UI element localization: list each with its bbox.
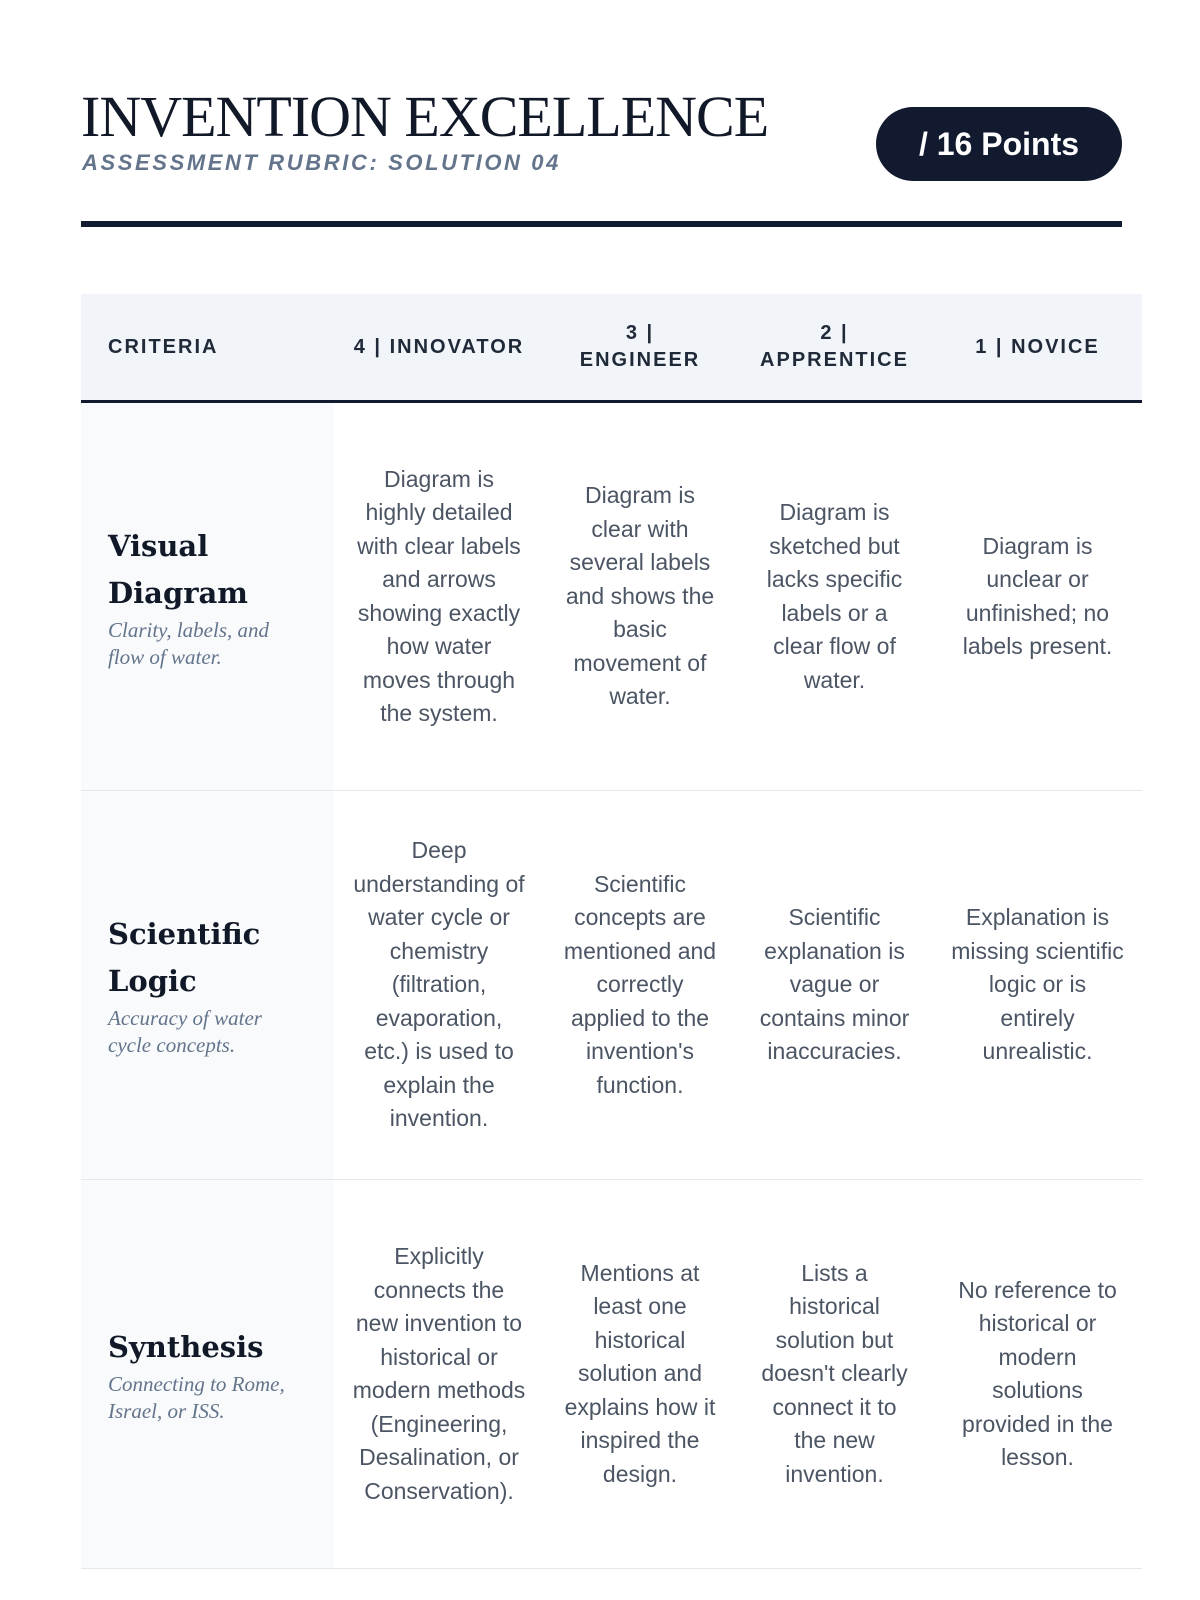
page-subtitle: ASSESSMENT RUBRIC: SOLUTION 04 bbox=[82, 150, 561, 175]
column-header-apprentice: 2 | APPRENTICE bbox=[736, 294, 933, 403]
table-row: Visual Diagram Clarity, labels, and flow… bbox=[81, 401, 1142, 791]
page-header: INVENTION EXCELLENCE ASSESSMENT RUBRIC: … bbox=[81, 82, 1122, 182]
criteria-cell: Synthesis Connecting to Rome, Israel, or… bbox=[81, 1179, 334, 1569]
points-badge: / 16 Points bbox=[876, 107, 1122, 181]
rubric-table: CRITERIA 4 | INNOVATOR 3 | ENGINEER 2 | … bbox=[81, 294, 1142, 1569]
header-divider bbox=[81, 221, 1122, 227]
criteria-description: Connecting to Rome, Israel, or ISS. bbox=[108, 1371, 285, 1423]
criteria-description: Accuracy of water cycle concepts. bbox=[108, 1006, 262, 1057]
table-row: Synthesis Connecting to Rome, Israel, or… bbox=[81, 1179, 1142, 1569]
level-1-cell: No reference to historical or modern sol… bbox=[933, 1179, 1142, 1569]
column-header-criteria: CRITERIA bbox=[81, 294, 334, 403]
level-3-cell: Diagram is clear with several labels and… bbox=[544, 401, 736, 791]
table-header-row: CRITERIA 4 | INNOVATOR 3 | ENGINEER 2 | … bbox=[81, 294, 1142, 403]
level-1-cell: Diagram is unclear or unfinished; no lab… bbox=[933, 401, 1142, 791]
criteria-description: Clarity, labels, and flow of water. bbox=[108, 617, 270, 669]
level-4-cell: Explicitly connects the new invention to… bbox=[334, 1179, 544, 1569]
level-2-cell: Diagram is sketched but lacks specific l… bbox=[736, 401, 933, 791]
level-4-cell: Deep understanding of water cycle or che… bbox=[334, 790, 544, 1180]
criteria-cell: Scientific Logic Accuracy of water cycle… bbox=[81, 790, 334, 1180]
criteria-name: Scientific Logic bbox=[108, 917, 261, 998]
level-3-cell: Mentions at least one historical solutio… bbox=[544, 1179, 736, 1569]
level-2-cell: Scientific explanation is vague or conta… bbox=[736, 790, 933, 1180]
level-4-cell: Diagram is highly detailed with clear la… bbox=[334, 401, 544, 791]
table-row: Scientific Logic Accuracy of water cycle… bbox=[81, 790, 1142, 1180]
column-header-novice: 1 | NOVICE bbox=[933, 294, 1142, 403]
level-3-cell: Scientific concepts are mentioned and co… bbox=[544, 790, 736, 1180]
column-header-engineer: 3 | ENGINEER bbox=[544, 294, 736, 403]
criteria-name: Visual Diagram bbox=[108, 528, 248, 610]
criteria-name: Synthesis bbox=[108, 1329, 264, 1364]
criteria-cell: Visual Diagram Clarity, labels, and flow… bbox=[81, 401, 334, 791]
page-title: INVENTION EXCELLENCE bbox=[81, 84, 769, 149]
level-2-cell: Lists a historical solution but doesn't … bbox=[736, 1179, 933, 1569]
column-header-innovator: 4 | INNOVATOR bbox=[334, 294, 544, 403]
level-1-cell: Explanation is missing scientific logic … bbox=[933, 790, 1142, 1180]
